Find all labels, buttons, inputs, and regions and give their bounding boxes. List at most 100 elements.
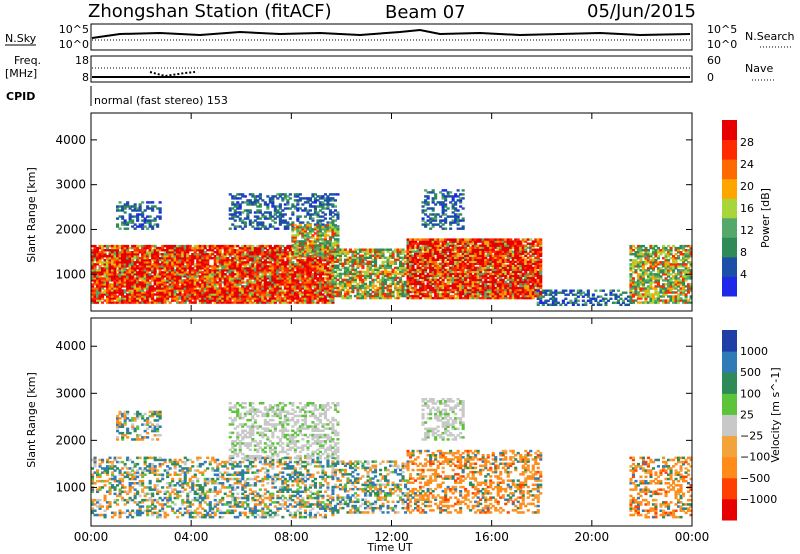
data-cell-0 <box>246 251 250 254</box>
data-cell-0 <box>238 273 242 276</box>
data-cell-5 <box>429 282 433 286</box>
data-cell-0 <box>93 299 97 302</box>
data-cell-2 <box>331 221 335 224</box>
data-cell-0 <box>203 271 207 274</box>
data-cell-5 <box>501 296 505 300</box>
data-cell-0 <box>138 295 142 298</box>
data-cell-5 <box>484 248 488 251</box>
data-cell-0 <box>326 293 330 296</box>
data-cell-5 <box>486 280 490 284</box>
data-cell-2 <box>286 223 290 226</box>
data-cell-4 <box>381 274 385 278</box>
data-cell-5 <box>456 250 460 253</box>
data-cell-0 <box>253 293 257 296</box>
data-cell-5 <box>499 282 503 286</box>
data-cell-2 <box>256 221 260 224</box>
data-cell-0 <box>141 291 145 294</box>
data-cell-5 <box>414 286 418 290</box>
data-cell-0 <box>146 285 150 288</box>
data-cell-0 <box>153 289 157 292</box>
data-cell-0 <box>186 283 190 286</box>
data-cell-5 <box>494 246 498 249</box>
data-cell-0 <box>131 291 135 294</box>
data-cell-2 <box>283 203 287 206</box>
data-cell-3 <box>303 250 307 253</box>
data-cell-5 <box>409 266 413 270</box>
data-cell-5 <box>471 282 475 286</box>
data-cell-4 <box>348 270 352 274</box>
data-cell-5 <box>489 284 493 288</box>
data-cell-4 <box>356 272 360 276</box>
data-cell-5 <box>441 276 445 280</box>
data-cell-5 <box>494 244 498 247</box>
data-cell-3 <box>316 238 320 241</box>
data-cell-5 <box>504 272 508 276</box>
data-cell-5 <box>486 244 490 247</box>
data-cell-0 <box>98 244 102 248</box>
data-cell-2 <box>311 217 315 220</box>
data-cell-0 <box>203 257 207 260</box>
data-cell-5 <box>476 256 480 259</box>
data-cell-0 <box>233 283 237 286</box>
data-cell-5 <box>501 278 505 282</box>
data-cell-0 <box>243 291 247 294</box>
data-cell-2 <box>286 227 290 230</box>
data-cell-4 <box>391 280 395 284</box>
data-cell-0 <box>323 295 327 298</box>
data-cell-5 <box>491 260 495 263</box>
data-cell-0 <box>158 293 162 296</box>
data-cell-3 <box>306 244 310 247</box>
data-cell-0 <box>116 253 120 256</box>
data-cell-0 <box>326 257 330 260</box>
data-cell-4 <box>364 286 368 290</box>
data-cell-2 <box>243 221 247 224</box>
data-cell-4 <box>371 280 375 284</box>
data-cell-3 <box>306 236 310 239</box>
data-cell-0 <box>271 257 275 260</box>
data-cell-5 <box>436 262 440 265</box>
data-cell-5 <box>444 268 448 272</box>
data-cell-5 <box>409 248 413 251</box>
data-cell-5 <box>466 280 470 284</box>
data-cell-3 <box>326 230 330 233</box>
data-cell-2 <box>286 203 290 206</box>
data-cell-5 <box>474 246 478 249</box>
data-cell-0 <box>203 253 207 256</box>
data-cell-0 <box>203 265 207 268</box>
data-cell-5 <box>451 254 455 257</box>
data-cell-0 <box>188 293 192 296</box>
data-cell-0 <box>261 297 265 300</box>
data-cell-5 <box>491 286 495 290</box>
data-cell-2 <box>318 209 322 212</box>
data-cell-0 <box>238 287 242 290</box>
data-cell-0 <box>296 263 300 266</box>
data-cell-0 <box>108 265 112 268</box>
data-cell-0 <box>108 253 112 256</box>
data-cell-0 <box>211 281 215 284</box>
data-cell-0 <box>233 289 237 292</box>
data-cell-0 <box>108 259 112 262</box>
data-cell-5 <box>426 292 430 296</box>
data-cell-0 <box>308 289 312 292</box>
data-cell-0 <box>278 295 282 298</box>
data-cell-2 <box>286 221 290 224</box>
data-cell-5 <box>434 252 438 255</box>
data-cell-4 <box>399 272 403 276</box>
data-cell-4 <box>396 296 400 300</box>
data-cell-0 <box>98 285 102 288</box>
data-cell-2 <box>323 217 327 220</box>
data-cell-5 <box>426 238 430 241</box>
data-cell-0 <box>328 275 332 278</box>
data-cell-0 <box>266 267 270 270</box>
data-cell-0 <box>191 293 195 296</box>
data-cell-0 <box>113 257 117 260</box>
data-cell-4 <box>331 292 335 296</box>
data-cell-0 <box>293 273 297 276</box>
data-cell-0 <box>131 299 135 302</box>
data-cell-0 <box>253 295 257 298</box>
data-cell-0 <box>141 251 145 254</box>
data-cell-0 <box>196 295 200 298</box>
data-cell-4 <box>361 292 365 296</box>
data-cell-4 <box>396 266 400 270</box>
data-cell-2 <box>321 211 325 214</box>
